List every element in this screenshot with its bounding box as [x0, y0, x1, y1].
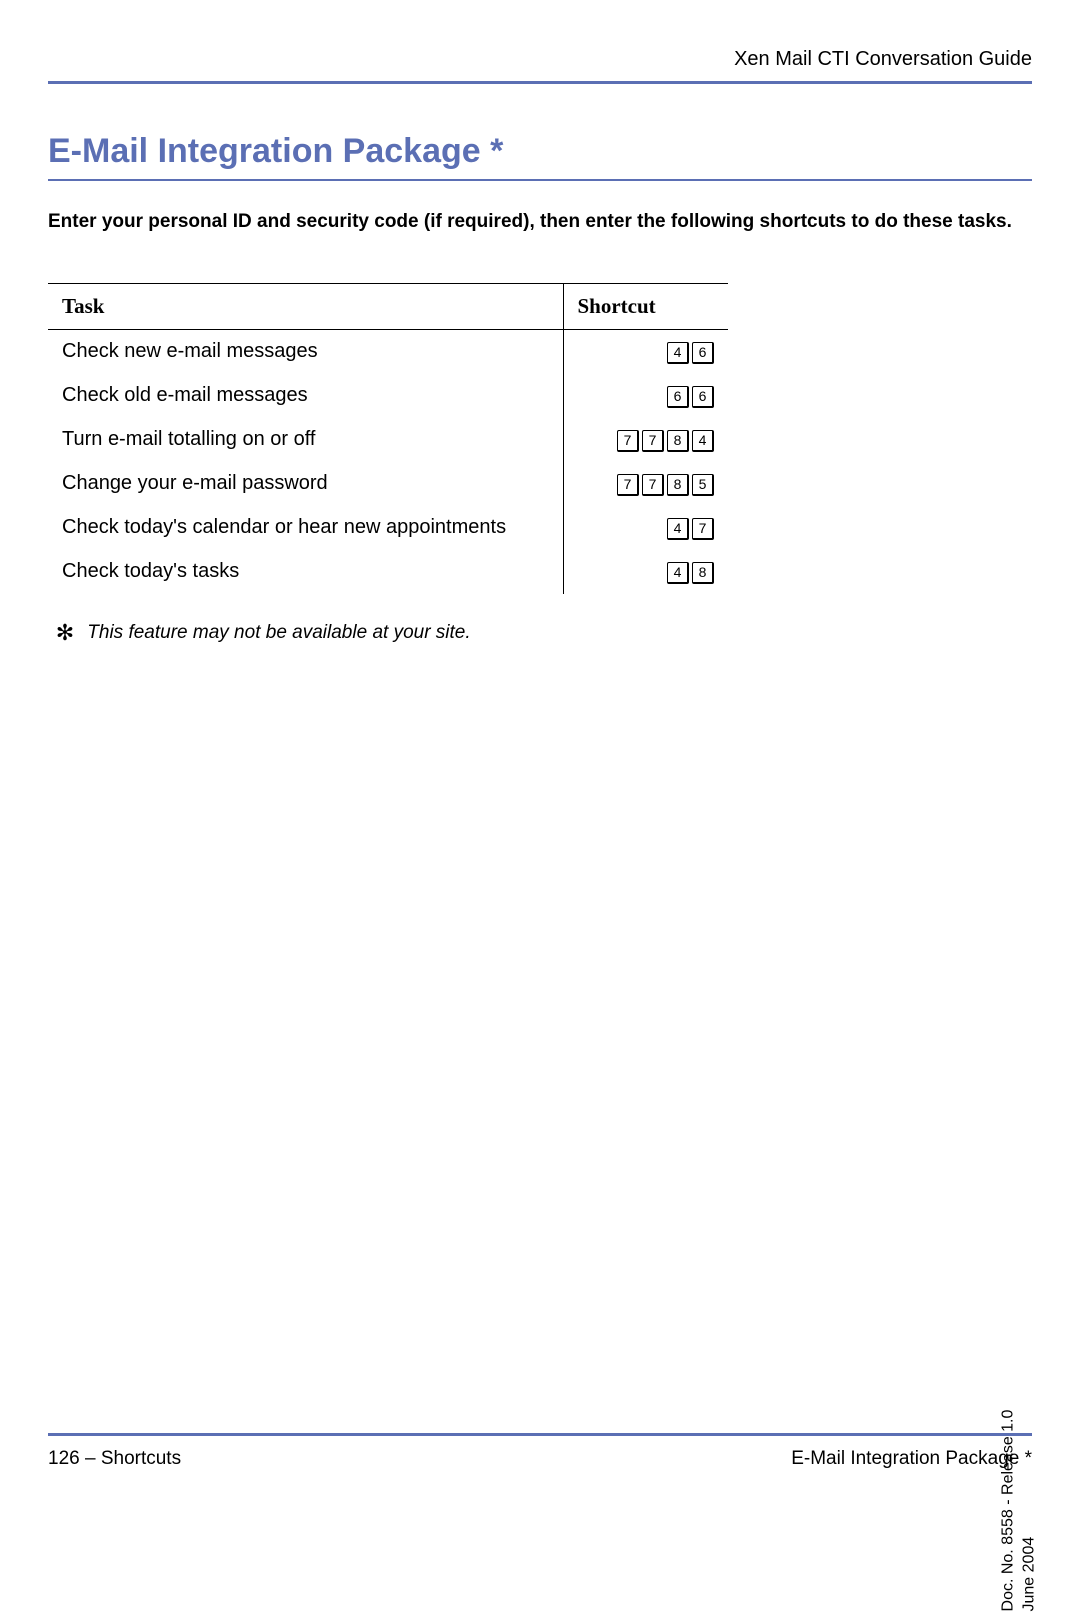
task-cell: Check new e-mail messages	[48, 329, 563, 374]
shortcut-cell: 47	[563, 506, 728, 550]
shortcut-cell: 46	[563, 329, 728, 374]
key-icon: 7	[617, 430, 639, 452]
shortcut-cell: 7785	[563, 462, 728, 506]
key-icon: 4	[667, 562, 689, 584]
key-icon: 6	[692, 386, 714, 408]
footnote-marker: ✻	[48, 622, 82, 644]
task-cell: Check today's calendar or hear new appoi…	[48, 506, 563, 550]
task-cell: Turn e-mail totalling on or off	[48, 418, 563, 462]
key-icon: 4	[667, 342, 689, 364]
footer: 126 – Shortcuts E-Mail Integration Packa…	[48, 1448, 1032, 1470]
footer-right: E-Mail Integration Package *	[791, 1448, 1032, 1470]
key-icon: 7	[617, 474, 639, 496]
footnote-text: This feature may not be available at you…	[87, 622, 470, 643]
key-icon: 6	[692, 342, 714, 364]
task-cell: Check today's tasks	[48, 550, 563, 594]
footnote: ✻ This feature may not be available at y…	[48, 622, 1032, 644]
table-row: Change your e-mail password7785	[48, 462, 728, 506]
table-header-row: Task Shortcut	[48, 283, 728, 329]
table-body: Check new e-mail messages46Check old e-m…	[48, 329, 728, 594]
key-icon: 6	[667, 386, 689, 408]
task-cell: Change your e-mail password	[48, 462, 563, 506]
key-icon: 7	[642, 474, 664, 496]
page-title: E-Mail Integration Package *	[48, 132, 1032, 179]
header-rule	[48, 81, 1032, 84]
title-rule	[48, 179, 1032, 181]
shortcut-cell: 66	[563, 374, 728, 418]
shortcut-cell: 48	[563, 550, 728, 594]
key-icon: 8	[692, 562, 714, 584]
key-icon: 5	[692, 474, 714, 496]
running-header: Xen Mail CTI Conversation Guide	[48, 48, 1032, 81]
doc-date: June 2004	[1020, 1537, 1037, 1612]
shortcuts-table: Task Shortcut Check new e-mail messages4…	[48, 283, 728, 594]
doc-number: Doc. No. 8558 - Release 1.0	[999, 1410, 1016, 1612]
page: Xen Mail CTI Conversation Guide E-Mail I…	[48, 48, 1032, 1480]
table-row: Check new e-mail messages46	[48, 329, 728, 374]
key-icon: 7	[642, 430, 664, 452]
key-icon: 4	[692, 430, 714, 452]
footer-rule	[48, 1433, 1032, 1436]
key-icon: 4	[667, 518, 689, 540]
task-cell: Check old e-mail messages	[48, 374, 563, 418]
col-header-task: Task	[48, 283, 563, 329]
table-row: Check today's tasks48	[48, 550, 728, 594]
col-header-shortcut: Shortcut	[563, 283, 728, 329]
shortcut-cell: 7784	[563, 418, 728, 462]
key-icon: 8	[667, 430, 689, 452]
key-icon: 8	[667, 474, 689, 496]
table-row: Turn e-mail totalling on or off7784	[48, 418, 728, 462]
footer-left: 126 – Shortcuts	[48, 1448, 181, 1470]
intro-text: Enter your personal ID and security code…	[48, 209, 1032, 235]
key-icon: 7	[692, 518, 714, 540]
side-metadata: Doc. No. 8558 - Release 1.0 June 2004	[998, 1410, 1040, 1612]
table-row: Check today's calendar or hear new appoi…	[48, 506, 728, 550]
table-row: Check old e-mail messages66	[48, 374, 728, 418]
